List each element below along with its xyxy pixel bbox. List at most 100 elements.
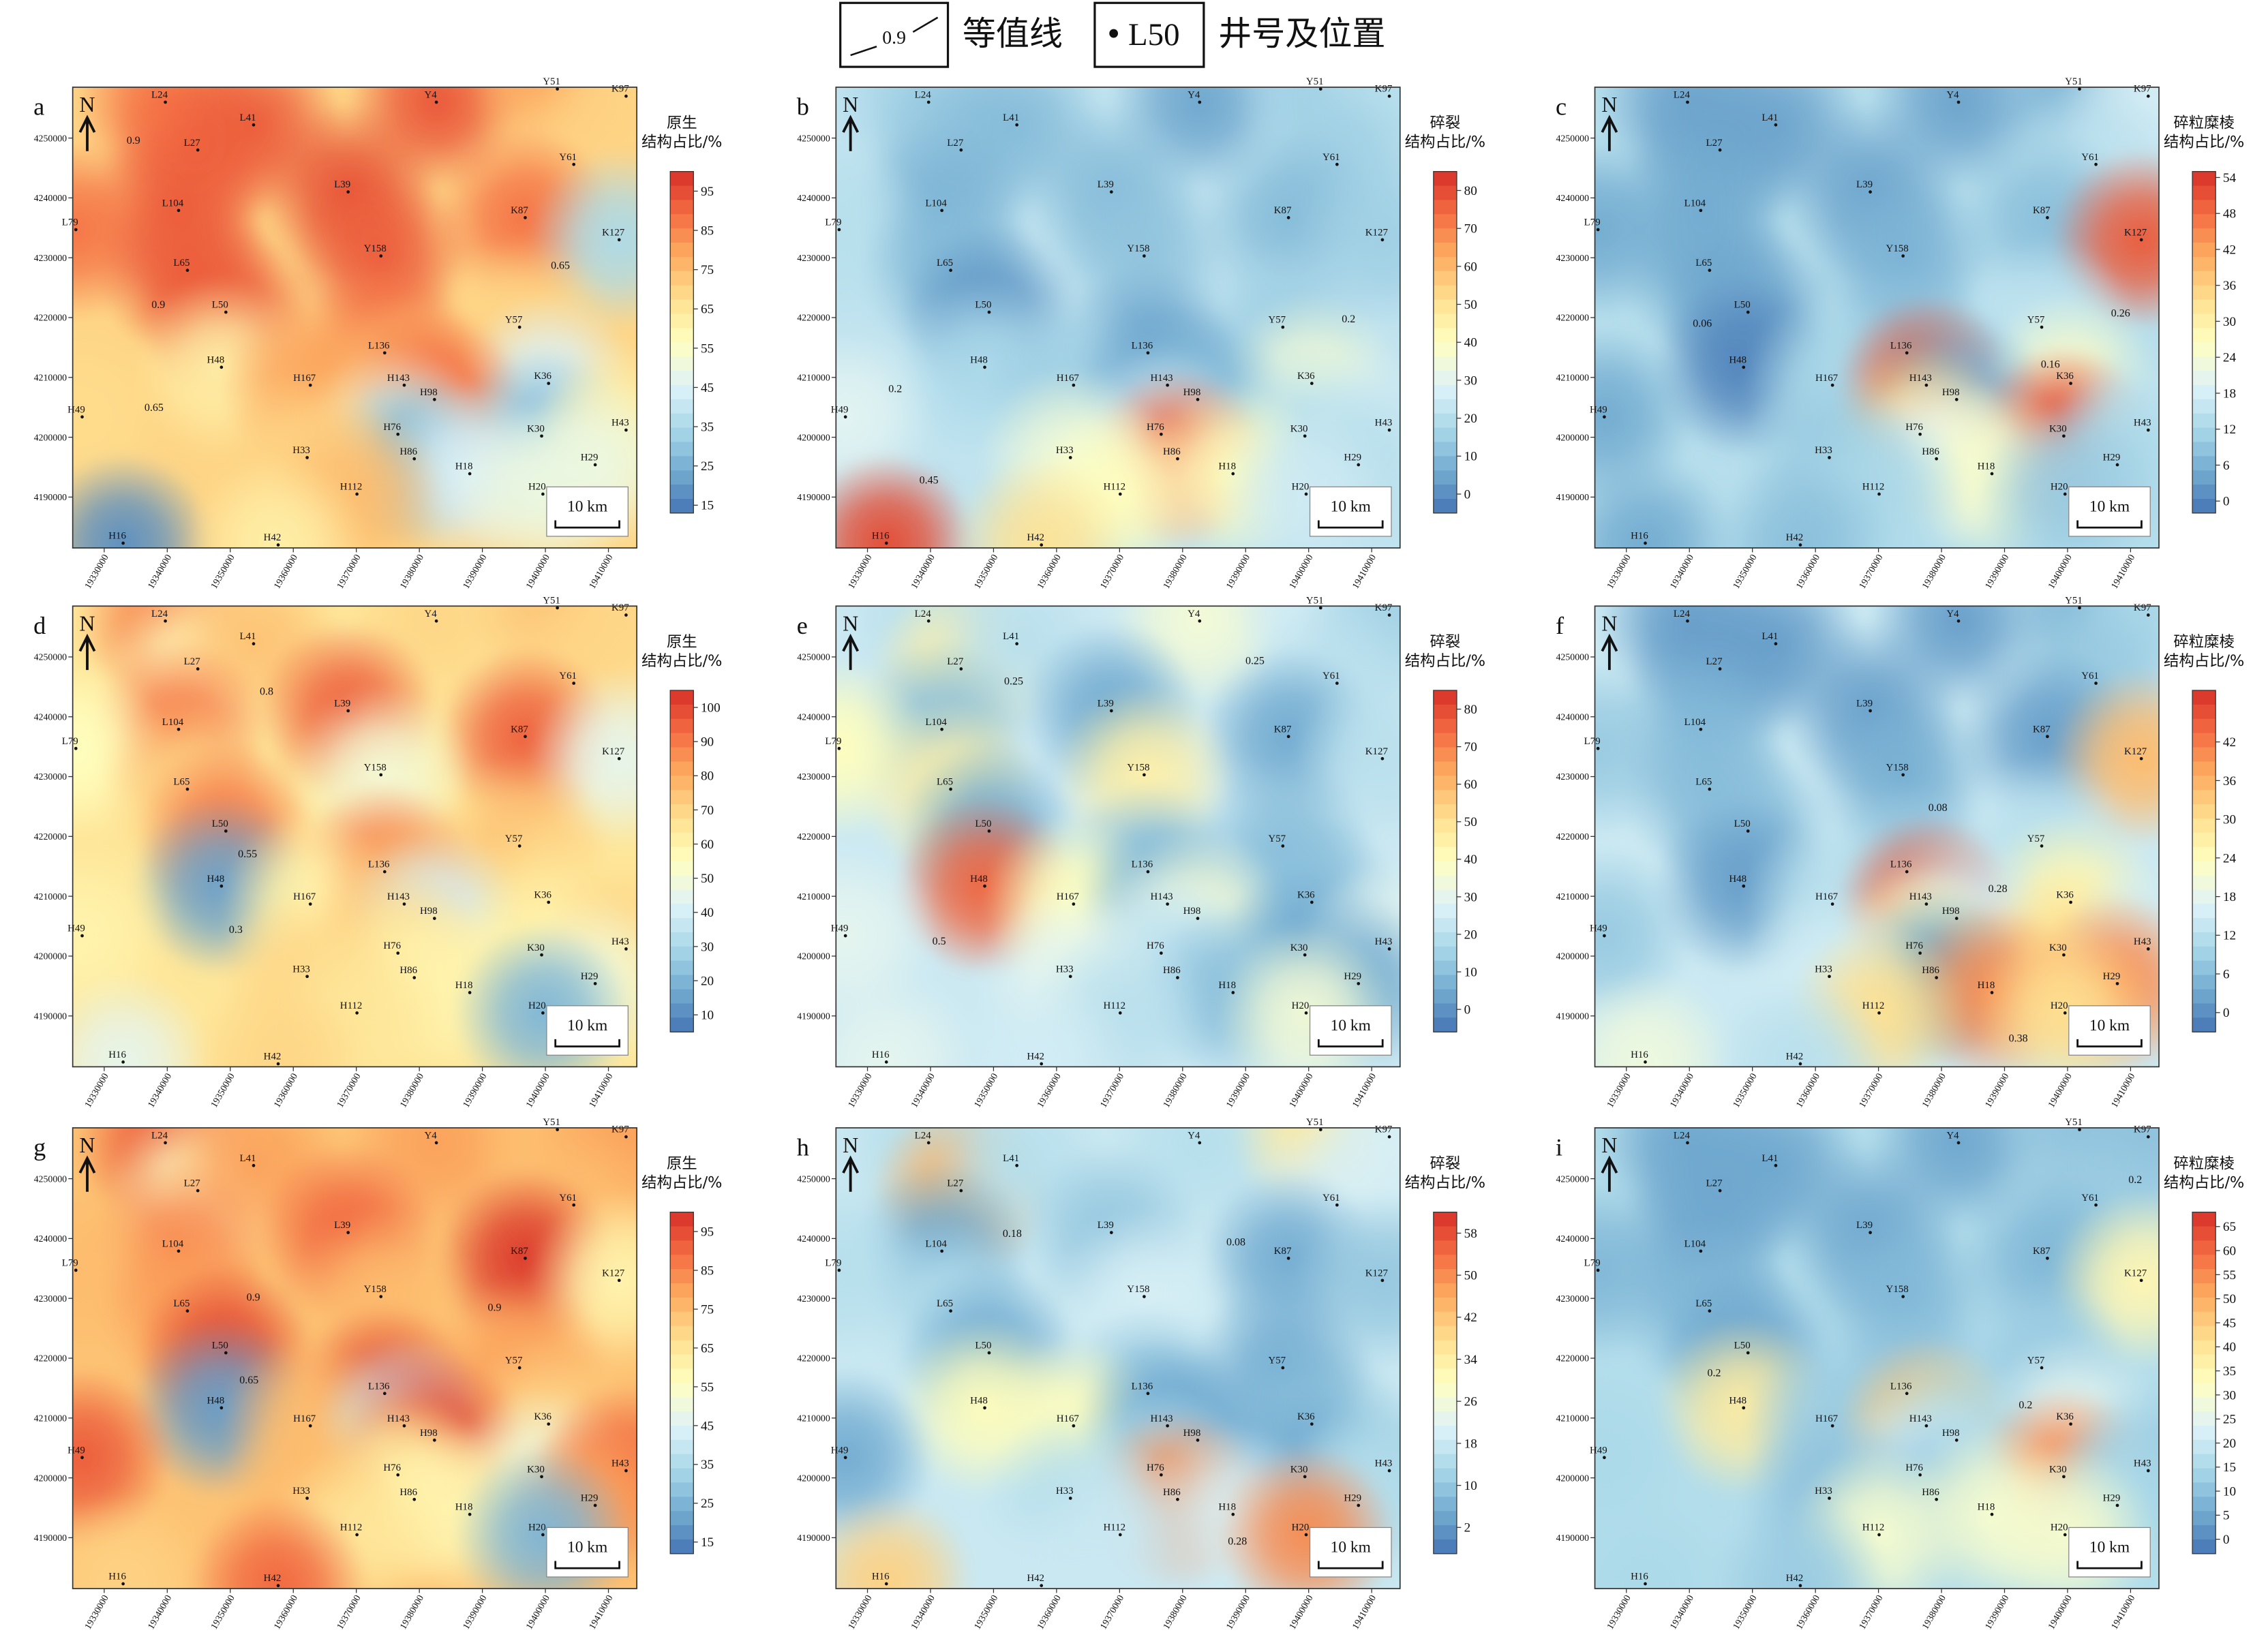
well-dot [1109, 190, 1113, 194]
well-label: L136 [1890, 859, 1912, 870]
well-dot [74, 1268, 78, 1272]
colorbar-band [670, 1226, 694, 1242]
value-blob [836, 972, 977, 1067]
colorbar-title: 结构占比/% [2164, 1174, 2244, 1191]
x-tick-label: 19350000 [972, 1071, 1000, 1109]
colorbar-tick-label: 75 [701, 1302, 714, 1317]
x-tick-label: 19330000 [1605, 553, 1633, 591]
well-dot [1924, 1424, 1929, 1428]
y-tick-label: 4250000 [797, 1174, 830, 1184]
well-dot [1068, 1497, 1072, 1500]
well-label: H167 [293, 891, 316, 902]
colorbar-band [1433, 185, 1457, 201]
colorbar-band [2192, 328, 2216, 343]
well-label: Y158 [364, 763, 387, 773]
well-label: L50 [975, 818, 991, 829]
well-label: H167 [293, 373, 316, 384]
scale-bar [554, 1039, 620, 1047]
colorbar-band [670, 804, 694, 819]
well-label: H143 [1151, 891, 1173, 902]
x-tick-label: 19410000 [2109, 1071, 2137, 1109]
well-dot [1699, 1249, 1703, 1253]
well-label: H112 [1103, 1000, 1125, 1011]
well-dot [80, 415, 84, 419]
scale-label: 10 km [567, 498, 607, 516]
x-tick-label: 19360000 [1794, 1071, 1821, 1109]
x-tick-label: 19400000 [2046, 1071, 2074, 1109]
well-label: H20 [1292, 482, 1310, 493]
colorbar-band [1433, 498, 1457, 514]
well-label: H29 [1344, 1493, 1361, 1504]
colorbar-band [670, 271, 694, 286]
y-tick-label: 4240000 [34, 1234, 67, 1244]
colorbar-band [1433, 989, 1457, 1005]
well-dot [949, 1309, 952, 1313]
y-tick-label: 4220000 [1556, 1353, 1590, 1364]
well-dot [1935, 457, 1939, 461]
well-label: L79 [1584, 1258, 1601, 1269]
well-dot [1176, 976, 1179, 979]
colorbar-band [1433, 1297, 1457, 1313]
colorbar-band [1433, 946, 1457, 962]
well-label: L65 [173, 777, 190, 788]
well-label: H143 [1909, 1413, 1932, 1424]
well-dot [2146, 613, 2150, 617]
value-blob [72, 453, 213, 549]
well-dot [541, 1533, 545, 1537]
well-dot [517, 844, 521, 848]
well-label: H20 [1292, 1000, 1310, 1011]
colorbar-band [2192, 804, 2216, 819]
x-tick-label: 19360000 [1035, 1593, 1063, 1632]
y-tick-label: 4250000 [34, 133, 67, 143]
colorbar-band [2192, 918, 2216, 933]
well-label: H143 [1151, 1413, 1173, 1424]
well-dot [524, 1256, 527, 1260]
well-label: H48 [207, 1395, 224, 1406]
well-label: Y51 [2065, 596, 2083, 607]
well-label: L50 [212, 1341, 228, 1351]
well-dot [1146, 870, 1150, 874]
y-tick-label: 4240000 [797, 193, 830, 203]
well-label: H43 [1375, 1458, 1393, 1469]
colorbar-band [1433, 384, 1457, 400]
colorbar-band [1433, 832, 1457, 848]
well-label: L65 [937, 777, 953, 788]
well-dot [1387, 1135, 1391, 1139]
colorbar-band [1433, 171, 1457, 187]
well-dot [617, 238, 621, 242]
x-tick-label: 19400000 [1287, 1071, 1315, 1109]
colorbar-band [1433, 470, 1457, 485]
colorbar-frame [2192, 690, 2216, 1032]
well-dot [1918, 1473, 1922, 1477]
y-tick-label: 4230000 [34, 771, 67, 782]
colorbar-band [670, 1383, 694, 1398]
legend-box [839, 1, 950, 68]
colorbar-tick-label: 0 [2223, 1533, 2230, 1547]
colorbar-band [2192, 1311, 2216, 1327]
well-dot [1286, 216, 1290, 219]
x-tick-label: 19330000 [1605, 1593, 1633, 1632]
well-dot [2146, 94, 2150, 98]
well-label: H33 [1815, 445, 1832, 456]
well-dot [926, 100, 931, 104]
legend-line [912, 16, 939, 33]
well-dot [1143, 254, 1146, 258]
y-tick-label: 4250000 [797, 133, 830, 143]
colorbar-band [1433, 342, 1457, 357]
colorbar-tick-label: 15 [701, 1535, 714, 1550]
colorbar-band [2192, 1003, 2216, 1018]
colorbar-band [670, 185, 694, 201]
colorbar-band [1433, 1539, 1457, 1554]
well-dot [434, 619, 438, 623]
well-label: H18 [1218, 461, 1236, 472]
colorbar-frame [2192, 1211, 2216, 1554]
colorbar-band [2192, 200, 2216, 215]
well-dot [1196, 397, 1200, 401]
colorbar-title: 原生 [667, 633, 697, 651]
well-label: H42 [1786, 532, 1804, 543]
well-label: Y158 [364, 1284, 387, 1295]
colorbar-band [670, 442, 694, 457]
colorbar-band [2192, 875, 2216, 891]
colorbar-band [1433, 243, 1457, 258]
y-tick-label: 4220000 [34, 831, 67, 842]
